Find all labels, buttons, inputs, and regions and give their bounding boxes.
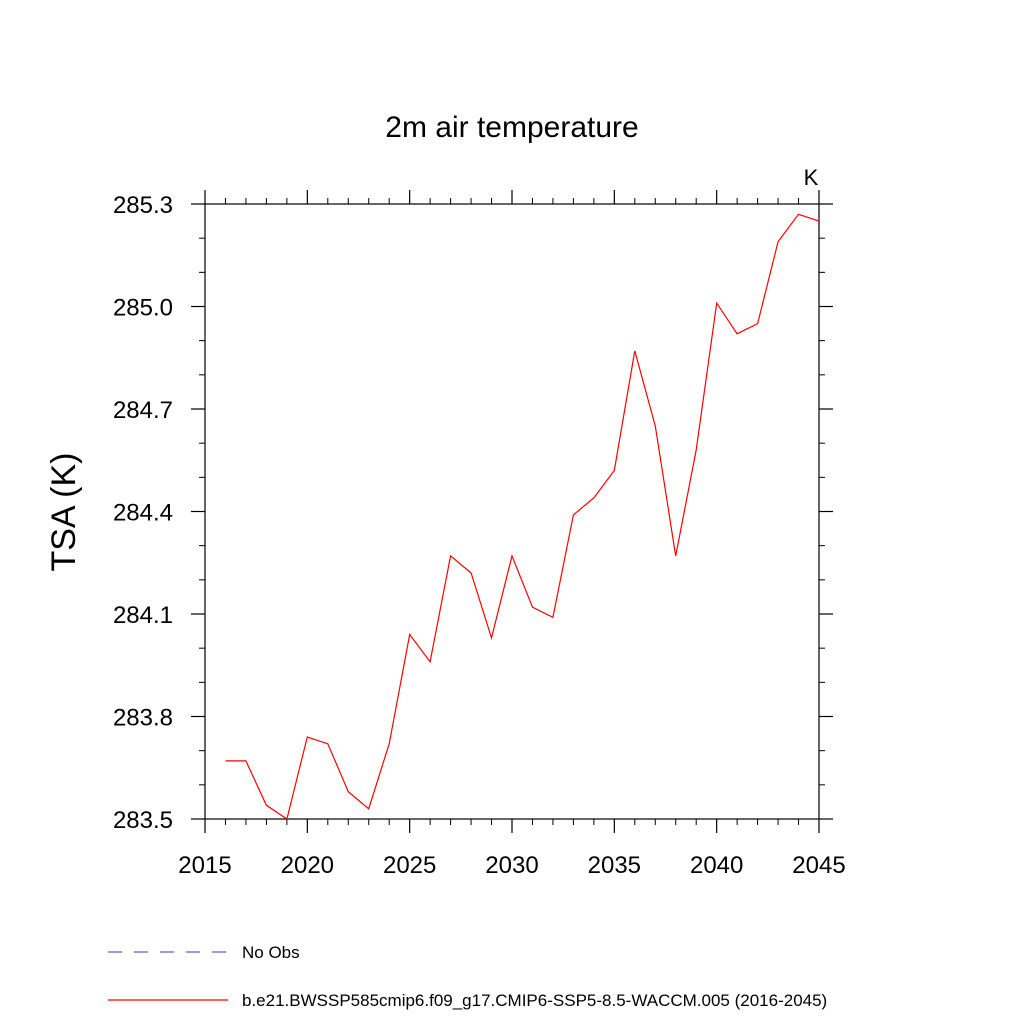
x-tick-label: 2015 [178, 852, 231, 879]
y-tick-label: 284.7 [113, 397, 173, 424]
x-tick-label: 2025 [383, 852, 436, 879]
chart-title: 2m air temperature [385, 111, 638, 144]
x-tick-label: 2045 [792, 852, 845, 879]
y-tick-label: 284.1 [113, 602, 173, 629]
y-tick-label: 283.8 [113, 705, 173, 732]
y-tick-label: 283.5 [113, 807, 173, 834]
y-tick-label: 284.4 [113, 500, 173, 527]
x-tick-label: 2040 [690, 852, 743, 879]
y-tick-label: 285.3 [113, 192, 173, 219]
x-tick-labels: 2015 2020 2025 2030 2035 2040 2045 [178, 852, 845, 879]
legend: No Obs b.e21.BWSSP585cmip6.f09_g17.CMIP6-… [108, 943, 827, 1010]
series-group [225, 213, 820, 820]
legend-label: No Obs [242, 943, 300, 962]
y-axis-label: TSA (K) [45, 452, 83, 571]
legend-label: b.e21.BWSSP585cmip6.f09_g17.CMIP6-SSP5-8… [242, 991, 827, 1010]
y-tick-label: 285.0 [113, 295, 173, 322]
units-label: K [804, 165, 819, 190]
axis-ticks [191, 190, 833, 833]
y-tick-labels: 283.5 283.8 284.1 284.4 284.7 285.0 285.3 [113, 192, 173, 834]
series-line [225, 213, 820, 820]
x-tick-label: 2035 [588, 852, 641, 879]
plot-frame [204, 203, 820, 820]
x-tick-label: 2030 [485, 852, 538, 879]
x-tick-label: 2020 [281, 852, 334, 879]
